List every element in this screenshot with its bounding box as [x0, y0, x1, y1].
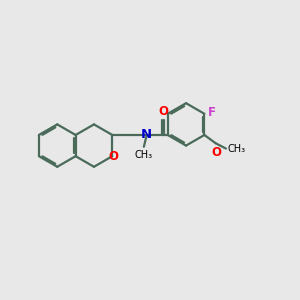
Text: O: O: [109, 150, 119, 163]
Text: N: N: [141, 128, 152, 142]
Text: CH₃: CH₃: [227, 143, 245, 154]
Text: F: F: [208, 106, 216, 119]
Text: CH₃: CH₃: [135, 150, 153, 160]
Text: O: O: [211, 146, 221, 159]
Text: O: O: [159, 105, 169, 118]
